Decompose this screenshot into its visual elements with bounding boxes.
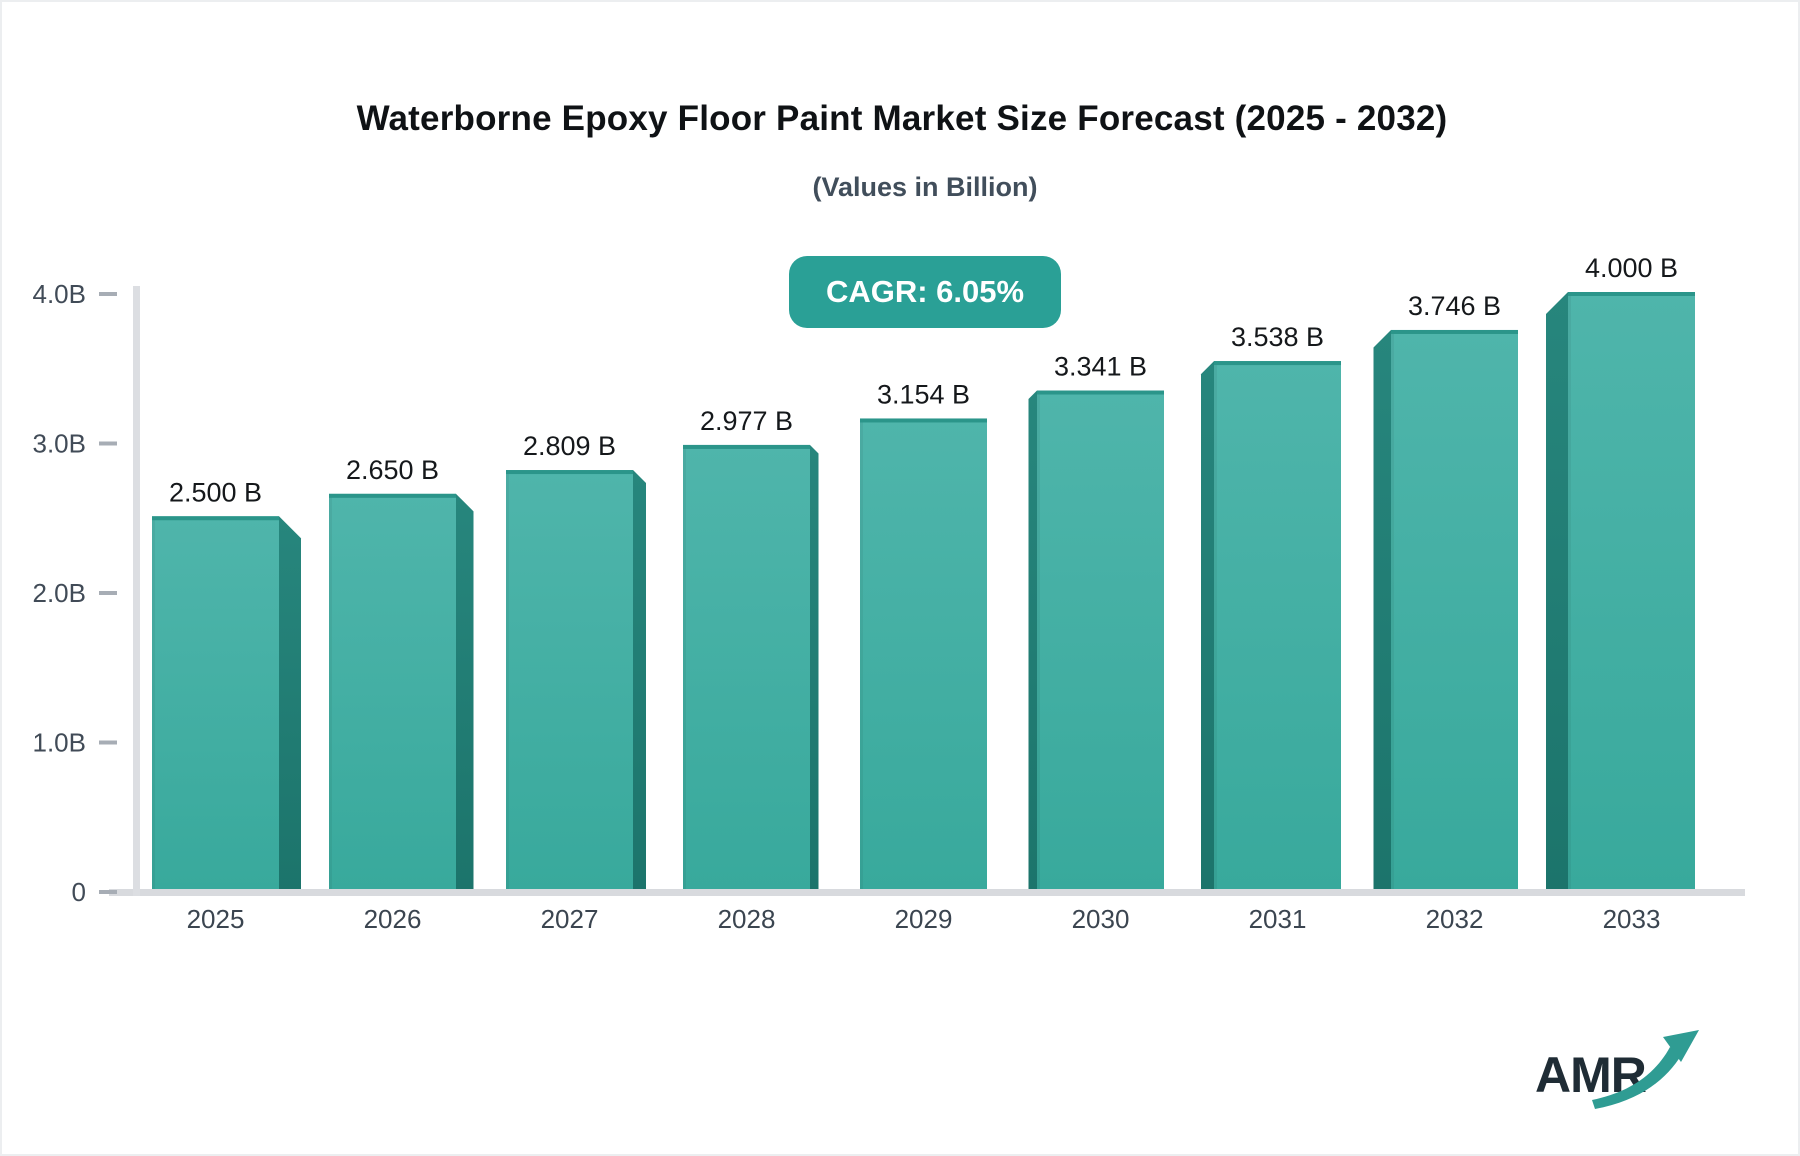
bar-left-edge-2031 — [1214, 365, 1217, 891]
x-axis-label-2030: 2030 — [1072, 904, 1130, 934]
bar-side-2030 — [1028, 390, 1037, 893]
growth-arrow-icon — [1592, 1047, 1682, 1109]
bar-value-label-2028: 2.977 B — [700, 406, 793, 436]
bar-side-2027 — [633, 470, 646, 893]
bar-2026 — [329, 493, 456, 893]
bar-top-edge-2027 — [506, 470, 633, 475]
bar-2031 — [1214, 361, 1341, 894]
bar-left-edge-2029 — [860, 422, 863, 890]
bar-top-edge-2029 — [860, 418, 987, 423]
bar-value-label-2027: 2.809 B — [523, 431, 616, 461]
bar-top-edge-2032 — [1391, 329, 1518, 334]
bar-value-label-2031: 3.538 B — [1231, 322, 1324, 352]
growth-arrow-head-icon — [1663, 1030, 1699, 1062]
bar-side-2032 — [1373, 329, 1391, 893]
bar-top-edge-2031 — [1214, 361, 1341, 366]
y-axis-label-2.0B: 2.0B — [33, 578, 87, 608]
bar-2027 — [506, 470, 633, 893]
bar-side-2026 — [456, 493, 474, 893]
y-axis-label-3.0B: 3.0B — [33, 429, 87, 459]
chart-title: Waterborne Epoxy Floor Paint Market Size… — [356, 99, 1448, 138]
bar-top-edge-2028 — [683, 444, 810, 449]
bar-2032 — [1391, 329, 1518, 893]
cagr-badge: CAGR: 6.05% — [789, 256, 1061, 328]
y-axis-label-0: 0 — [72, 877, 86, 907]
bar-side-2028 — [810, 444, 819, 893]
x-axis-label-2025: 2025 — [187, 904, 245, 934]
bar-left-edge-2033 — [1568, 296, 1571, 890]
bar-value-label-2032: 3.746 B — [1408, 291, 1501, 321]
bar-value-label-2033: 4.000 B — [1585, 253, 1678, 283]
x-axis-label-2028: 2028 — [718, 904, 776, 934]
bar-left-edge-2032 — [1391, 333, 1394, 890]
bar-top-edge-2030 — [1037, 390, 1164, 395]
bar-value-label-2025: 2.500 B — [169, 477, 262, 507]
y-axis-label-1.0B: 1.0B — [33, 728, 87, 758]
chart-subtitle: (Values in Billion) — [812, 172, 1038, 202]
amr-logo: AMR — [1535, 1030, 1699, 1109]
x-axis-label-2032: 2032 — [1426, 904, 1484, 934]
bar-2025 — [152, 516, 279, 893]
x-axis-label-2033: 2033 — [1603, 904, 1661, 934]
bar-left-edge-2030 — [1037, 394, 1040, 890]
x-axis-label-2031: 2031 — [1249, 904, 1307, 934]
bar-2033 — [1568, 292, 1695, 893]
bar-value-label-2029: 3.154 B — [877, 379, 970, 409]
bar-side-2025 — [279, 516, 301, 893]
x-axis-label-2026: 2026 — [364, 904, 422, 934]
bar-left-edge-2026 — [329, 497, 332, 890]
x-axis-label-2027: 2027 — [541, 904, 599, 934]
bar-top-edge-2025 — [152, 516, 279, 521]
bar-left-edge-2025 — [152, 520, 155, 890]
bar-value-label-2030: 3.341 B — [1054, 352, 1147, 382]
x-axis-label-2029: 2029 — [895, 904, 953, 934]
bar-2029 — [860, 418, 987, 893]
bar-value-label-2026: 2.650 B — [346, 455, 439, 485]
bar-side-2033 — [1546, 292, 1568, 893]
bar-top-edge-2033 — [1568, 292, 1695, 296]
y-axis-label-4.0B: 4.0B — [33, 279, 87, 309]
bar-2030 — [1037, 390, 1164, 893]
bar-side-2031 — [1201, 361, 1214, 894]
bar-left-edge-2027 — [506, 474, 509, 890]
bar-2028 — [683, 444, 810, 893]
bar-top-edge-2026 — [329, 493, 456, 498]
bar-left-edge-2028 — [683, 448, 686, 890]
